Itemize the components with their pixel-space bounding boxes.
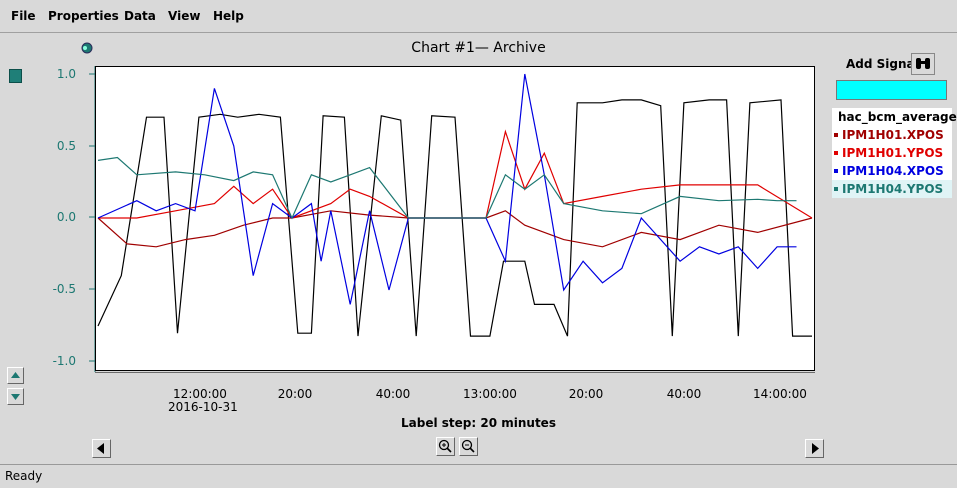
chart-title: Chart #1— Archive [411,40,546,56]
legend-item[interactable]: IPM1H04.XPOS [832,162,952,180]
legend-label: IPM1H01.YPOS [842,146,944,160]
arrow-left-icon [97,443,104,454]
add-signal-label: Add Signal [846,57,919,71]
menu-file[interactable]: File [11,9,36,23]
x-tick-label: 40:00 [666,387,702,401]
x-tick-label: 40:00 [375,387,411,401]
y-scroll-up-button[interactable] [7,367,24,384]
scroll-left-button[interactable] [92,439,111,458]
y-tick-label: 0.0 [56,210,76,224]
legend-color-dot [834,151,838,155]
legend-color-dot [834,187,838,191]
label-step: Label step: 20 minutes [401,416,556,430]
series-line-ipm1h01-xpos [97,210,813,248]
chart-plot [97,73,813,337]
pin-icon[interactable] [81,42,93,54]
arrow-down-icon [11,394,20,400]
x-tick-label: 12:00:00 [173,387,227,401]
menu-bar: File Properties Data View Help [0,0,957,33]
menu-view[interactable]: View [168,9,201,23]
x-tick-label: 20:00 [568,387,604,401]
binoculars-button[interactable] [911,53,935,75]
series-line-ipm1h04-xpos [97,73,797,305]
y-scroll-down-button[interactable] [7,388,24,405]
y-tick-label: 0.5 [56,139,76,153]
status-bar: Ready [0,464,957,488]
status-text: Ready [5,469,43,483]
x-tick-label: 14:00:00 [753,387,807,401]
zoom-in-icon [438,439,452,453]
legend-item[interactable]: hac_bcm_average [832,108,957,126]
legend-label: IPM1H04.YPOS [842,182,944,196]
y-tick-label: -0.5 [52,282,76,296]
binoculars-icon [916,58,930,69]
zoom-out-icon [461,439,475,453]
menu-properties[interactable]: Properties [48,9,119,23]
legend-color-dot [834,133,838,137]
legend-label: IPM1H01.XPOS [842,128,944,142]
arrow-up-icon [11,372,20,378]
axis-color-swatch[interactable] [9,69,22,83]
zoom-out-button[interactable] [459,437,478,456]
x-tick-label: 20:00 [277,387,313,401]
x-axis-line [95,372,815,373]
menu-help[interactable]: Help [213,9,244,23]
series-line-hac-bcm-average [97,99,812,337]
x-axis: 12:00:00 20:00 40:00 13:00:00 20:00 40:0… [95,372,815,412]
series-line-ipm1h04-ypos [97,156,797,220]
legend: hac_bcm_average IPM1H01.XPOS IPM1H01.YPO… [832,108,957,198]
date-label: 2016-10-31 [168,400,238,414]
y-tick-label: -1.0 [52,354,76,368]
menu-data[interactable]: Data [124,9,156,23]
legend-label: hac_bcm_average [838,110,957,124]
legend-color-dot [834,169,838,173]
scroll-right-button[interactable] [805,439,824,458]
x-tick-label: 13:00:00 [463,387,517,401]
legend-item[interactable]: IPM1H01.XPOS [832,126,952,144]
plot-area[interactable] [95,66,815,371]
y-axis [89,66,96,372]
arrow-right-icon [812,443,819,454]
zoom-in-button[interactable] [436,437,455,456]
signal-input[interactable] [836,80,947,100]
legend-item[interactable]: IPM1H04.YPOS [832,180,952,198]
legend-item[interactable]: IPM1H01.YPOS [832,144,952,162]
legend-label: IPM1H04.XPOS [842,164,944,178]
y-tick-label: 1.0 [56,67,76,81]
